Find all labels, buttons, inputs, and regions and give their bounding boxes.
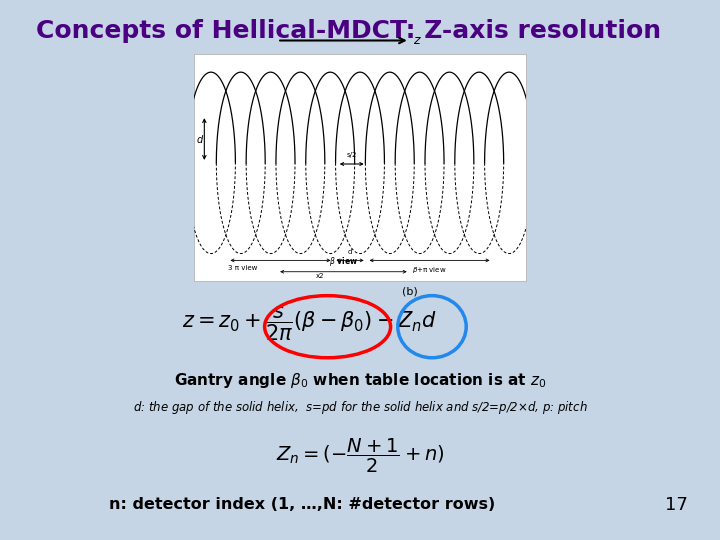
Text: $Z_n = (-\dfrac{N+1}{2} + n)$: $Z_n = (-\dfrac{N+1}{2} + n)$ — [276, 437, 444, 475]
Text: z: z — [413, 34, 420, 47]
Text: Concepts of Hellical-MDCT: Z-axis resolution: Concepts of Hellical-MDCT: Z-axis resolu… — [36, 19, 661, 43]
Text: x2: x2 — [316, 273, 325, 279]
Bar — [194, 54, 526, 281]
Text: $\beta$+π view: $\beta$+π view — [413, 265, 447, 275]
Text: Gantry angle $\beta_0$ when table location is at $z_0$: Gantry angle $\beta_0$ when table locati… — [174, 371, 546, 390]
Text: (b): (b) — [402, 286, 418, 296]
Text: $\beta$ view: $\beta$ view — [329, 255, 358, 268]
Text: d: d — [348, 249, 352, 255]
Text: 3 π view: 3 π view — [228, 265, 257, 271]
Text: d: d — [196, 135, 202, 145]
Text: n: detector index (1, …,N: #detector rows): n: detector index (1, …,N: #detector row… — [109, 497, 495, 512]
Text: $z = z_0 + \dfrac{s}{2\pi}(\beta - \beta_0) - Z_n d$: $z = z_0 + \dfrac{s}{2\pi}(\beta - \beta… — [182, 305, 437, 343]
Text: s/2: s/2 — [346, 152, 357, 158]
Text: $d$: the gap of the solid helix,  $s$=$p$$d$ for the solid helix and $s$/2=$p$/2: $d$: the gap of the solid helix, $s$=$p$… — [132, 399, 588, 416]
Text: 17: 17 — [665, 496, 688, 514]
